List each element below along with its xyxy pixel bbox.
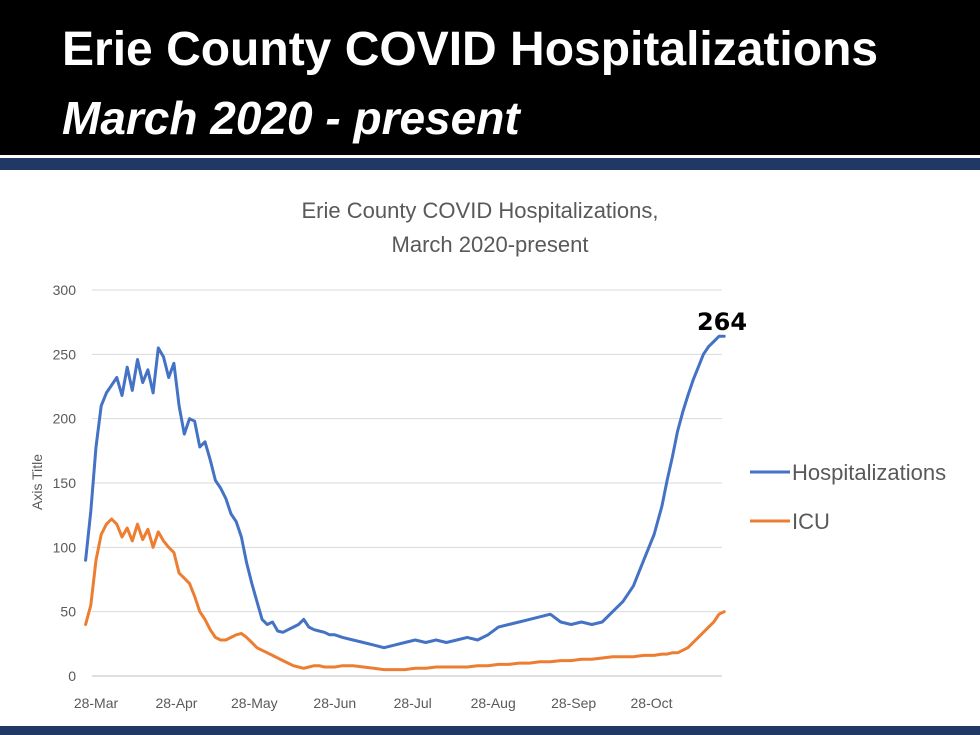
header-divider-bar (0, 158, 980, 170)
slide-subtitle: March 2020 - present (62, 92, 520, 144)
y-tick-label: 50 (60, 604, 76, 620)
x-tick-label: 28-Jun (313, 695, 356, 711)
legend-label-hospitalizations: Hospitalizations (792, 460, 946, 485)
y-tick-label: 250 (53, 346, 77, 362)
header-divider-light (0, 155, 980, 158)
x-tick-label: 28-Jul (394, 695, 432, 711)
x-tick-label: 28-May (231, 695, 278, 711)
x-tick-label: 28-Oct (631, 695, 673, 711)
slide-title: Erie County COVID Hospitalizations (62, 23, 879, 76)
x-tick-label: 28-Aug (471, 695, 516, 711)
icu-line (84, 517, 726, 672)
y-tick-label: 200 (53, 411, 77, 427)
footer-bar (0, 726, 980, 735)
y-axis-title: Axis Title (29, 454, 45, 510)
y-tick-label: 0 (68, 668, 76, 684)
x-tick-label: 28-Mar (74, 695, 119, 711)
chart-title-line2: March 2020-present (392, 232, 589, 257)
legend-label-icu: ICU (792, 509, 830, 534)
y-tick-label: 150 (53, 475, 77, 491)
y-tick-label: 300 (53, 282, 77, 298)
x-tick-label: 28-Sep (551, 695, 596, 711)
chart-title-line1: Erie County COVID Hospitalizations, (301, 198, 658, 223)
y-tick-label: 100 (53, 539, 77, 555)
x-tick-label: 28-Apr (155, 695, 197, 711)
hospitalizations-line (84, 334, 726, 650)
slide-header: Erie County COVID Hospitalizations March… (0, 0, 980, 155)
peak-annotation: 264 (697, 308, 747, 336)
